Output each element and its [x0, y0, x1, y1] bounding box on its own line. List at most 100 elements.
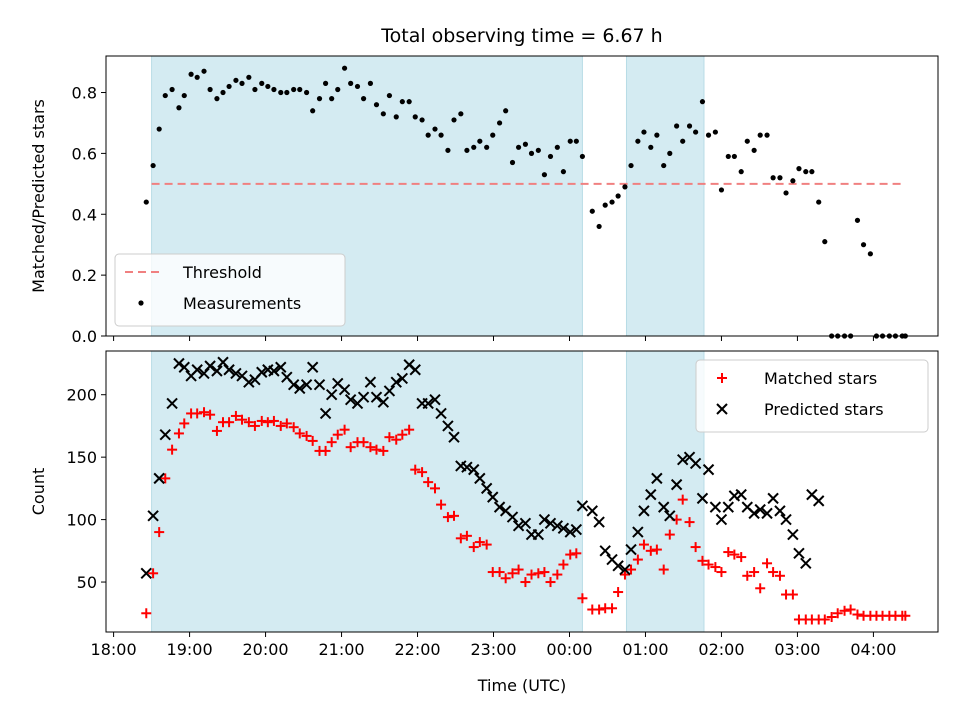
data-point-matched-stars — [461, 530, 472, 541]
data-point-predicted-stars-b — [370, 391, 383, 403]
data-point-matched-stars — [520, 577, 531, 588]
data-point-matched-stars — [900, 610, 911, 621]
data-point-predicted-stars-b — [313, 379, 326, 391]
data-point-measurements — [535, 147, 541, 153]
data-point-measurements — [393, 114, 399, 120]
data-point-measurements — [239, 80, 245, 86]
data-point-predicted-stars — [557, 522, 570, 535]
data-point-matched-stars — [494, 567, 505, 578]
data-point-predicted-stars — [551, 520, 564, 532]
data-point-predicted-stars-b — [217, 356, 229, 368]
data-point-predicted-stars — [813, 495, 825, 507]
data-point-measurements — [445, 147, 451, 153]
data-point-matched-stars — [626, 564, 637, 575]
y-tick-label: 0.0 — [72, 327, 97, 346]
data-point-measurements — [226, 83, 232, 90]
data-point-measurements — [554, 144, 560, 150]
data-point-measurements — [751, 147, 757, 153]
data-point-predicted-stars — [570, 523, 583, 536]
data-point-predicted-stars — [748, 507, 760, 520]
data-point-predicted-stars-b — [461, 461, 473, 473]
data-point-measurements — [458, 111, 464, 117]
data-point-predicted-stars-b — [493, 501, 506, 513]
data-point-predicted-stars — [754, 503, 766, 516]
data-point-matched-stars — [632, 554, 643, 565]
data-point-matched-stars — [507, 568, 518, 579]
data-point-measurements — [509, 159, 516, 166]
data-point-predicted-stars — [774, 505, 786, 517]
data-point-measurements — [854, 217, 861, 223]
data-point-predicted-stars-b — [364, 376, 377, 388]
x-tick-label: 20:00 — [243, 640, 289, 659]
data-point-predicted-stars-b — [262, 364, 274, 376]
data-point-measurements — [515, 144, 522, 150]
data-point-measurements — [471, 144, 477, 150]
data-point-measurements — [725, 153, 731, 160]
data-point-measurements — [386, 92, 393, 99]
data-point-predicted-stars-b — [173, 357, 185, 370]
data-point-matched-stars — [384, 432, 395, 443]
legend-marker-predicted-stars-b — [716, 403, 728, 415]
data-point-predicted-stars-b — [793, 547, 805, 560]
data-point-measurements — [718, 187, 725, 193]
data-point-measurements — [596, 223, 602, 230]
data-point-measurements — [744, 138, 750, 144]
data-point-predicted-stars-b — [806, 488, 818, 501]
data-point-matched-stars — [167, 444, 178, 455]
data-point-predicted-stars — [383, 385, 396, 397]
y-axis-label-count: Count — [29, 468, 48, 516]
legend-label-predicted-stars: Predicted stars — [764, 400, 884, 419]
panel-ratio: 0.00.20.40.60.8 Matched/Predicted stars … — [29, 55, 939, 346]
x-tick-label: 21:00 — [318, 640, 364, 659]
shaded-interval-2 — [625, 350, 705, 633]
data-point-matched-stars — [723, 547, 734, 558]
x-tick-label: 03:00 — [774, 640, 820, 659]
data-point-matched-stars — [638, 539, 649, 550]
data-point-matched-stars — [326, 437, 337, 448]
data-point-measurements — [425, 132, 431, 138]
legend-marker-measurements — [138, 300, 144, 306]
data-point-measurements — [194, 74, 200, 80]
data-point-predicted-stars — [159, 428, 171, 441]
data-point-predicted-stars-b — [275, 361, 287, 373]
data-point-matched-stars — [179, 418, 190, 429]
data-point-measurements — [573, 138, 579, 144]
data-point-measurements — [303, 89, 310, 96]
data-point-predicted-stars-b — [396, 372, 409, 385]
data-point-predicted-stars-b — [487, 491, 499, 503]
data-point-measurements — [464, 147, 470, 153]
data-point-predicted-stars-b — [344, 393, 357, 406]
data-point-matched-stars — [160, 473, 171, 484]
data-point-matched-stars — [391, 434, 402, 445]
data-point-predicted-stars-b — [281, 371, 293, 383]
data-point-predicted-stars — [576, 500, 589, 512]
data-point-matched-stars — [651, 544, 662, 555]
data-point-matched-stars — [845, 604, 856, 615]
data-point-predicted-stars — [593, 516, 605, 528]
data-point-matched-stars — [703, 559, 714, 570]
data-point-predicted-stars — [178, 361, 190, 373]
data-point-predicted-stars — [625, 543, 637, 556]
data-point-predicted-stars — [512, 520, 525, 532]
data-point-predicted-stars — [204, 360, 216, 372]
data-point-predicted-stars-b — [586, 505, 598, 517]
data-point-matched-stars — [787, 589, 798, 600]
legend-label-measurements: Measurements — [183, 294, 301, 313]
data-point-predicted-stars — [657, 501, 670, 513]
data-point-predicted-stars — [191, 364, 203, 376]
data-point-matched-stars — [237, 414, 248, 425]
data-point-predicted-stars-b — [676, 453, 689, 466]
data-point-measurements — [367, 80, 374, 86]
data-point-predicted-stars-b — [651, 472, 663, 485]
data-point-measurements — [220, 89, 226, 96]
data-point-predicted-stars-b — [551, 520, 564, 532]
data-point-measurements — [641, 129, 647, 135]
legend-label-threshold: Threshold — [182, 263, 262, 282]
data-point-matched-stars — [729, 549, 740, 560]
data-point-matched-stars — [565, 549, 576, 560]
data-point-predicted-stars-b — [332, 377, 344, 390]
data-point-predicted-stars — [287, 379, 300, 391]
data-point-measurements — [803, 169, 809, 175]
data-point-matched-stars — [281, 418, 292, 429]
data-point-predicted-stars-b — [715, 513, 728, 526]
